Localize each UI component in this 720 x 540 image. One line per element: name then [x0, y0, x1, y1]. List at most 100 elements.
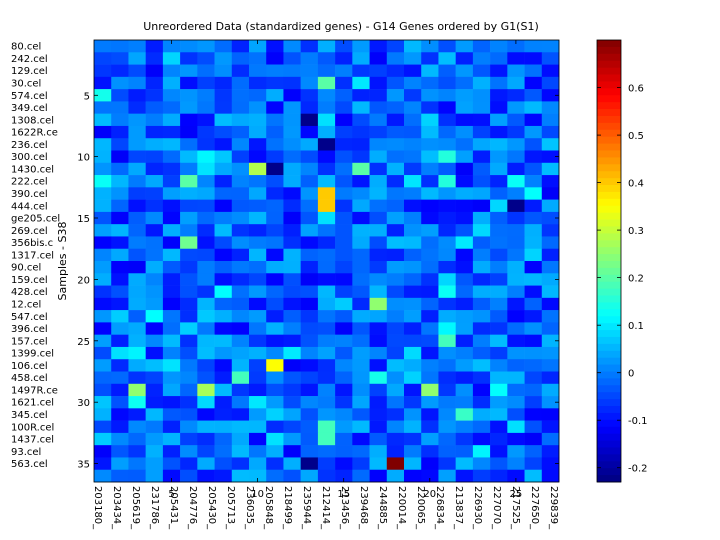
heatmap-cell [507, 346, 525, 360]
heatmap-cell [352, 261, 370, 274]
heatmap-cell [472, 408, 491, 421]
heatmap-cell [490, 162, 508, 176]
heatmap-cell [214, 224, 233, 237]
heatmap-cell [507, 273, 525, 286]
heatmap-cell [145, 432, 164, 446]
heatmap-cell [386, 261, 405, 274]
heatmap-cell [231, 187, 250, 200]
heatmap-cell [524, 297, 543, 311]
heatmap-cell [386, 40, 405, 53]
colorbar-swatch [597, 102, 621, 110]
heatmap-cell [266, 175, 284, 188]
colorbar-tick-label: -0.2 [628, 464, 648, 475]
heatmap-cell [145, 138, 164, 151]
heatmap-cell [266, 322, 284, 335]
heatmap-cell [300, 285, 319, 299]
heatmap-cell [490, 89, 508, 102]
heatmap-cell [94, 383, 112, 397]
heatmap-cell [180, 334, 198, 348]
heatmap-cell [145, 150, 164, 164]
heatmap-cell [369, 64, 388, 78]
heatmap-cell [455, 457, 474, 471]
heatmap-cell [438, 432, 456, 446]
heatmap-cell [490, 334, 508, 348]
heatmap-cell [300, 334, 319, 348]
heatmap-cell [386, 113, 405, 127]
heatmap-cell [145, 101, 164, 114]
heatmap-cell [352, 113, 370, 127]
heatmap-cell [455, 236, 474, 250]
heatmap-cell [300, 175, 319, 188]
heatmap-cell [111, 199, 129, 213]
x-tick-label: 5 [168, 489, 174, 500]
heatmap-cell [162, 457, 181, 471]
colorbar-swatch [597, 205, 621, 214]
heatmap-cell [231, 261, 250, 274]
heatmap-cell [386, 248, 405, 262]
heatmap-cell [404, 273, 422, 286]
row-label: 458.cel [11, 373, 48, 384]
heatmap-cell [231, 175, 250, 188]
heatmap-cell [507, 125, 525, 139]
heatmap-cell [524, 187, 543, 200]
heatmap-cell [197, 261, 215, 274]
heatmap-cell [111, 101, 129, 114]
heatmap-cell [128, 297, 146, 311]
heatmap-cell [145, 334, 164, 348]
row-label: 1430.cel [11, 164, 54, 175]
heatmap-cell [369, 101, 388, 114]
heatmap-cell [421, 236, 439, 250]
heatmap-cell [300, 162, 319, 176]
heatmap-cell [300, 346, 319, 360]
heatmap-cell [352, 199, 370, 213]
heatmap-cell [369, 236, 388, 250]
heatmap-cell [524, 162, 543, 176]
heatmap-cell [421, 420, 439, 434]
heatmap-cell [197, 187, 215, 200]
heatmap-cell [197, 138, 215, 151]
heatmap-cell [145, 297, 164, 311]
heatmap-cell [266, 236, 284, 250]
row-label: 1308.cel [11, 115, 54, 126]
heatmap-cell [300, 40, 319, 53]
heatmap-cell [352, 383, 370, 397]
heatmap-cell [455, 199, 474, 213]
heatmap-cell [317, 187, 336, 200]
heatmap-cell [421, 383, 439, 397]
heatmap-frame [93, 39, 560, 483]
heatmap-cell [249, 138, 267, 151]
heatmap-cell [472, 40, 491, 53]
heatmap-cell [472, 175, 491, 188]
heatmap-cell [266, 261, 284, 274]
heatmap-cell [490, 396, 508, 409]
heatmap-cell [541, 248, 560, 262]
heatmap-cell [317, 150, 336, 164]
colorbar-swatch [597, 426, 621, 435]
heatmap-cell [94, 334, 112, 348]
heatmap-cell [249, 89, 267, 102]
heatmap-cell [249, 396, 267, 409]
heatmap-cell [472, 224, 491, 237]
heatmap-cell [472, 101, 491, 114]
heatmap-cell [128, 150, 146, 164]
heatmap-cell [438, 445, 456, 458]
heatmap-cell [455, 150, 474, 164]
heatmap-cell [111, 371, 129, 385]
heatmap-cell [283, 432, 301, 446]
heatmap-cell [197, 322, 215, 335]
colorbar-swatch [597, 212, 621, 220]
heatmap-cell [283, 371, 301, 385]
heatmap-cell [455, 383, 474, 397]
heatmap-cell [266, 199, 284, 213]
column-label: 213837_ [453, 486, 464, 530]
heatmap-cell [249, 52, 267, 65]
heatmap-cell [283, 89, 301, 102]
colorbar-swatch [597, 122, 621, 131]
heatmap-cell [335, 273, 353, 286]
heatmap-cell [455, 310, 474, 323]
heatmap-cell [214, 236, 233, 250]
heatmap-cell [300, 76, 319, 90]
heatmap-cell [283, 150, 301, 164]
heatmap-cell [249, 224, 267, 237]
heatmap-cell [128, 396, 146, 409]
